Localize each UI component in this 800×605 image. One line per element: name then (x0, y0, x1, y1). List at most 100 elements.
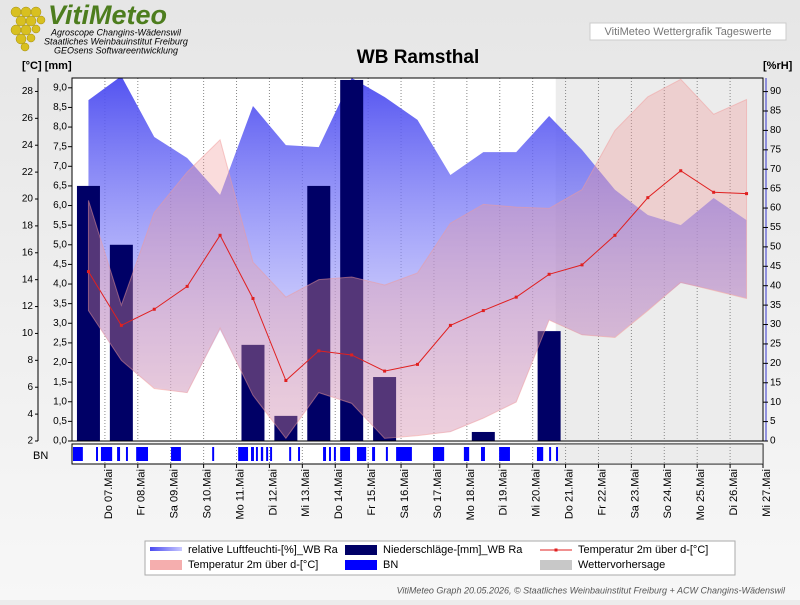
y3-tick-label: 7,0 (53, 161, 67, 172)
bn-interval (385, 447, 388, 461)
temperature-point (317, 349, 321, 353)
x-tick-label: Do 21.Mai (563, 469, 575, 519)
legend-label: relative Luftfeuchti-[%]_WB Ra (188, 544, 339, 556)
y2-tick-label: 45 (770, 261, 782, 272)
bn-interval (136, 447, 149, 461)
legend-swatch (150, 547, 182, 551)
bn-interval (212, 447, 215, 461)
y2-tick-label: 65 (770, 183, 782, 194)
bn-interval (96, 447, 98, 461)
temperature-point (119, 323, 123, 327)
bn-interval (238, 447, 249, 461)
logo-icon (10, 6, 46, 52)
y3-tick-label: 0,5 (53, 416, 67, 427)
y2-tick-label: 35 (770, 300, 782, 311)
bn-interval (333, 447, 336, 461)
precip-bar (340, 79, 364, 441)
y2-axis-label: [%rH] (763, 60, 793, 72)
x-tick-label: Di 19.Mai (498, 469, 510, 515)
y-tick-label: 12 (22, 301, 34, 312)
bn-interval (255, 447, 258, 461)
y3-tick-label: 1,0 (53, 396, 67, 407)
bn-interval (270, 447, 273, 461)
y3-tick-label: 6,5 (53, 181, 67, 192)
y3-tick-label: 1,5 (53, 377, 67, 388)
legend-swatch (345, 545, 377, 555)
temperature-point (416, 362, 419, 366)
y2-tick-label: 0 (770, 436, 776, 447)
legend-label: Temperatur 2m über d-[°C] (188, 559, 318, 571)
header-box (589, 22, 787, 41)
legend-swatch (150, 560, 182, 570)
y2-tick-label: 20 (770, 358, 782, 369)
bn-interval (432, 447, 445, 461)
bn-interval (125, 447, 128, 461)
legend (144, 540, 736, 576)
x-tick-label: Mo 25.Mai (695, 469, 707, 520)
y3-tick-label: 8,5 (53, 102, 67, 113)
bn-interval (481, 447, 485, 461)
y3-tick-label: 4,0 (53, 279, 67, 290)
x-tick-label: So 10.Mai (202, 469, 214, 519)
legend-label: Niederschläge-[mm]_WB Ra (383, 544, 523, 556)
x-tick-label: Mi 20.Mai (531, 469, 543, 517)
y-tick-label: 20 (22, 194, 34, 205)
temperature-point (613, 233, 617, 237)
x-tick-label: Fr 15.Mai (366, 469, 378, 515)
precip-bar (307, 185, 331, 441)
temperature-point (679, 169, 683, 173)
temperature-point (547, 272, 551, 276)
bn-interval (266, 447, 269, 461)
temperature-point (251, 296, 255, 300)
x-tick-label: Di 12.Mai (267, 469, 279, 515)
y3-tick-label: 2,0 (53, 357, 67, 368)
y3-tick-label: 5,5 (53, 220, 67, 231)
x-tick-label: Fr 08.Mai (136, 469, 148, 515)
y2-tick-label: 60 (770, 203, 782, 214)
bn-interval (556, 447, 559, 461)
y3-tick-label: 3,5 (53, 298, 67, 309)
header-text: VitiMeteo Wettergrafik Tageswerte (605, 26, 772, 38)
bn-interval (323, 447, 327, 461)
y2-tick-label: 85 (770, 106, 782, 117)
plot (76, 78, 763, 441)
bn-interval (328, 447, 331, 461)
legend-swatch (540, 560, 572, 570)
temperature-point (745, 192, 749, 196)
temperature-point (86, 270, 90, 274)
y-tick-label: 6 (27, 382, 33, 393)
legend-label: BN (383, 559, 398, 571)
temperature-point (580, 263, 584, 267)
temperature-point (350, 353, 354, 357)
legend-label: Temperatur 2m über d-[°C] (578, 544, 708, 556)
y3-tick-label: 5,0 (53, 239, 67, 250)
x-tick-label: Sa 23.Mai (629, 469, 641, 519)
bn-interval (356, 447, 367, 461)
legend-swatch (554, 548, 558, 552)
temperature-point (218, 233, 222, 237)
plot-frame (71, 77, 764, 442)
precip-bar (241, 344, 265, 441)
bn-interval (372, 447, 376, 461)
y2-tick-label: 25 (770, 339, 782, 350)
bn-interval (499, 447, 510, 461)
y2-tick-label: 30 (770, 319, 782, 330)
y3-tick-label: 0,0 (53, 436, 67, 447)
bn-interval (549, 447, 552, 461)
y-tick-label: 28 (22, 86, 34, 97)
bn-interval (251, 447, 254, 461)
x-tick-label: Mi 13.Mai (300, 469, 312, 517)
x-tick-label: Do 14.Mai (333, 469, 345, 519)
y-tick-label: 2 (27, 436, 33, 447)
y-tick-label: 24 (22, 140, 34, 151)
y-tick-label: 10 (22, 328, 34, 339)
bn-interval (536, 447, 544, 461)
precip-bar (76, 185, 100, 441)
y2-tick-label: 40 (770, 280, 782, 291)
temperature-point (646, 196, 650, 200)
precip-bar (537, 331, 561, 441)
bn-interval (117, 447, 121, 461)
bn-interval (340, 447, 351, 461)
footer: VitiMeteo Graph 20.05.2026, © Staatliche… (397, 585, 786, 595)
